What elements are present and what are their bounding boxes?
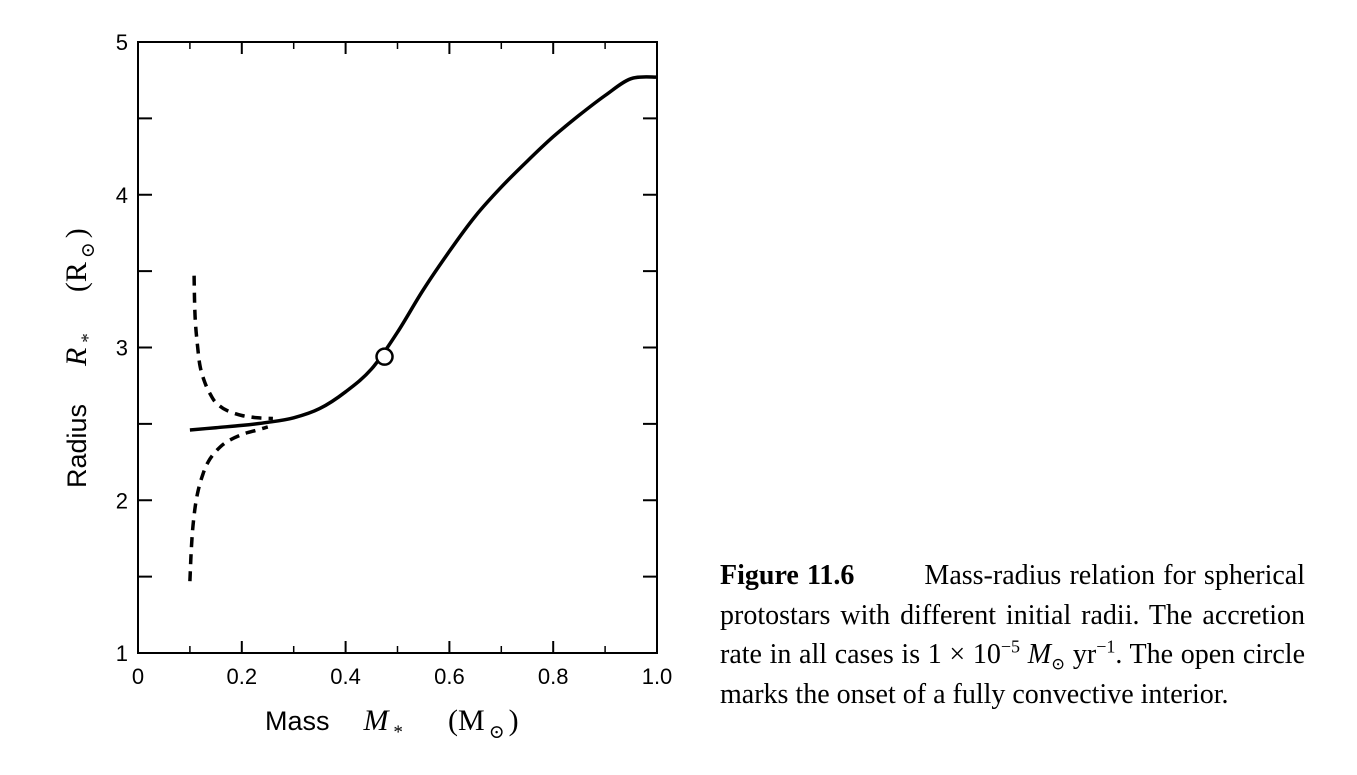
y-tick-label: 3 [116,336,128,361]
x-tick-label: 0.4 [330,664,361,689]
series-layer [188,75,658,582]
caption-unit-yr: yr [1065,639,1097,670]
convective-onset-marker [375,347,394,366]
caption-label: Figure 11.6 [720,560,855,591]
mass-radius-chart: 0 0.2 0.4 0.6 0.8 1.0 1 2 3 4 5 Mass M * (M ⊙ ) Ra… [60,30,673,743]
figure-caption: Figure 11.6 Mass-radius relation for sphe… [720,556,1305,714]
x-tick-label: 0.8 [538,664,569,689]
y-tick-label: 5 [116,30,128,55]
x-tick-label: 0 [132,664,144,689]
caption-exponent-2: −1 [1096,636,1116,657]
caption-math-m: M [1027,639,1052,670]
axes: 0 0.2 0.4 0.6 0.8 1.0 1 2 3 4 5 [116,30,673,689]
x-tick-label: 0.6 [434,664,465,689]
caption-sun-subscript: ⊙ [1051,654,1066,674]
x-tick-label: 1.0 [642,664,673,689]
x-axis-label: Mass M * (M ⊙ ) [265,704,519,743]
y-tick-label: 2 [116,488,128,513]
caption-text-2: . The open circle marks the onset of a f… [720,639,1305,710]
dashed-series-line-1 [192,275,273,421]
y-tick-label: 4 [116,183,128,208]
solid-series-line-0 [189,75,658,432]
y-axis-label: Radius R * (R ⊙ ) [60,228,99,488]
x-tick-label: 0.2 [227,664,258,689]
plot-frame [137,41,658,654]
caption-exponent-1: −5 [1000,636,1021,657]
y-tick-label: 1 [116,641,128,666]
dashed-series-line-2 [188,425,269,582]
marker-layer [375,347,394,366]
caption-text-1: Mass-radius relation for spherical proto… [720,560,1305,670]
